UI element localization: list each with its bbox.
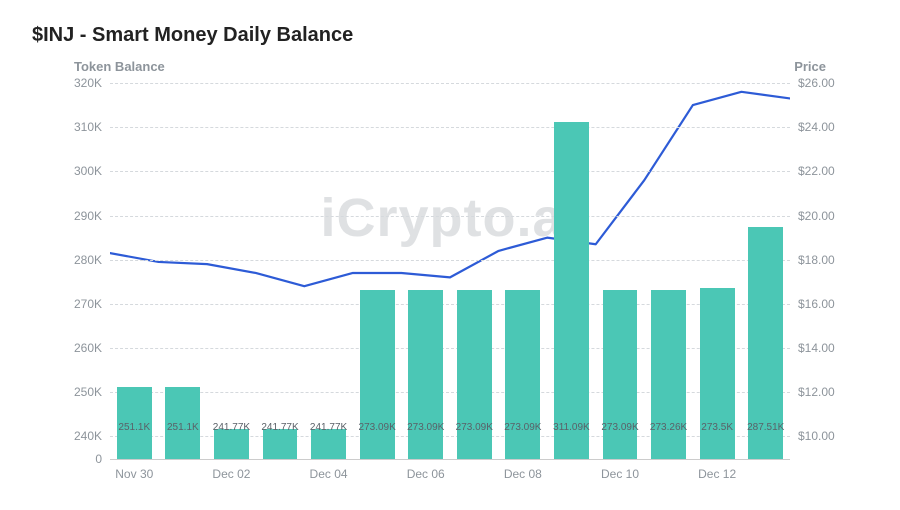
bar-foreground: [651, 290, 686, 460]
bar: 241.77K: [311, 83, 346, 459]
price-line-path: [110, 92, 790, 286]
bar-value-label: 273.09K: [504, 422, 541, 433]
right-axis-label: Price: [794, 59, 826, 74]
x-axis: [110, 459, 790, 460]
grid-line: [110, 216, 790, 217]
bar: 273.09K: [408, 83, 443, 459]
right-axis-tick: $10.00: [798, 429, 835, 443]
bar-value-label: 273.09K: [359, 422, 396, 433]
x-axis-tick: Dec 12: [698, 467, 736, 481]
left-axis-tick: 0: [95, 452, 102, 466]
chart-container: $INJ - Smart Money Daily Balance Token B…: [0, 0, 900, 510]
bar-value-label: 273.5K: [701, 422, 733, 433]
bar: 251.1K: [117, 83, 152, 459]
grid-line: [110, 83, 790, 84]
bar-value-label: 251.1K: [167, 422, 199, 433]
bar-foreground: [603, 290, 638, 459]
bar-value-label: 241.77K: [261, 422, 298, 433]
bar-foreground: [554, 122, 589, 459]
bar-value-label: 241.77K: [213, 422, 250, 433]
left-axis-label: Token Balance: [74, 59, 165, 74]
right-axis-tick: $22.00: [798, 164, 835, 178]
x-axis-tick: Dec 06: [407, 467, 445, 481]
bar-value-label: 251.1K: [118, 422, 150, 433]
price-line: [110, 83, 790, 459]
right-axis-tick: $20.00: [798, 209, 835, 223]
chart-wrap: Token Balance Price iCrypto.ai 240K250K2…: [32, 61, 868, 491]
bar: 273.09K: [360, 83, 395, 459]
bar-foreground: [457, 290, 492, 459]
left-axis-tick: 310K: [74, 120, 102, 134]
x-axis-tick: Dec 10: [601, 467, 639, 481]
bar: 273.09K: [457, 83, 492, 459]
bar: 273.09K: [603, 83, 638, 459]
bar-value-label: 273.09K: [456, 422, 493, 433]
grid-line: [110, 392, 790, 393]
x-axis-tick: Nov 30: [115, 467, 153, 481]
x-axis-tick: Dec 08: [504, 467, 542, 481]
left-axis-tick: 280K: [74, 253, 102, 267]
bar-foreground: [360, 290, 395, 459]
bar-value-label: 273.09K: [407, 422, 444, 433]
right-axis-tick: $14.00: [798, 341, 835, 355]
left-axis-tick: 300K: [74, 164, 102, 178]
bar-value-label: 273.09K: [601, 422, 638, 433]
right-axis-tick: $16.00: [798, 297, 835, 311]
right-axis-tick: $24.00: [798, 120, 835, 134]
bar: 311.09K: [554, 83, 589, 459]
left-axis-tick: 260K: [74, 341, 102, 355]
bar-value-label: 311.09K: [553, 422, 590, 433]
bar-value-label: 241.77K: [310, 422, 347, 433]
x-axis-tick: Dec 02: [212, 467, 250, 481]
plot-area: iCrypto.ai 240K250K260K270K280K290K300K3…: [110, 83, 790, 459]
right-axis-tick: $12.00: [798, 385, 835, 399]
bar: 287.51K: [748, 83, 783, 459]
x-axis-tick: Dec 04: [310, 467, 348, 481]
grid-line: [110, 127, 790, 128]
left-axis-tick: 270K: [74, 297, 102, 311]
grid-line: [110, 171, 790, 172]
left-axis-tick: 290K: [74, 209, 102, 223]
bar: 241.77K: [214, 83, 249, 459]
chart-title: $INJ - Smart Money Daily Balance: [32, 24, 868, 47]
grid-line: [110, 348, 790, 349]
bar: 273.5K: [700, 83, 735, 459]
grid-line: [110, 436, 790, 437]
bar-foreground: [505, 290, 540, 459]
right-axis-tick: $18.00: [798, 253, 835, 267]
bar: 251.1K: [165, 83, 200, 459]
left-axis-tick: 250K: [74, 385, 102, 399]
left-axis-tick: 320K: [74, 76, 102, 90]
bar-value-label: 273.26K: [650, 422, 687, 433]
bar: 241.77K: [263, 83, 298, 459]
bar-foreground: [408, 290, 443, 459]
grid-line: [110, 304, 790, 305]
bar: 273.26K: [651, 83, 686, 459]
left-axis-tick: 240K: [74, 429, 102, 443]
bar: 273.09K: [505, 83, 540, 459]
right-axis-tick: $26.00: [798, 76, 835, 90]
grid-line: [110, 260, 790, 261]
bar-value-label: 287.51K: [747, 422, 784, 433]
